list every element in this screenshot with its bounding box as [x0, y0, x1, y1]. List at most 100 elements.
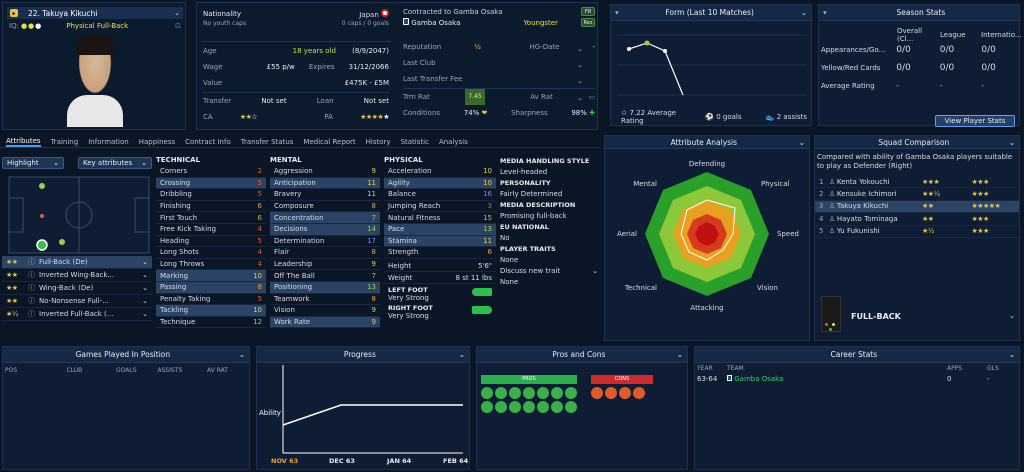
attribute-row[interactable]: Positioning 13 [270, 281, 380, 294]
long-shot-icon[interactable] [591, 387, 603, 399]
free-kick-icon[interactable] [633, 387, 645, 399]
role-row[interactable]: ★★ ⓘ Inverted Wing-Back... ⌄ [2, 269, 152, 282]
attribute-row[interactable]: Aggression 9 [270, 166, 380, 178]
attribute-row[interactable]: Penalty Taking 5 [156, 294, 266, 306]
squad-player-name[interactable]: Yu Fukunishi [836, 227, 880, 236]
progress-chevron-icon[interactable]: ⌄ [458, 350, 465, 359]
attribute-row[interactable]: Determination 17 [270, 236, 380, 248]
club-value[interactable]: Gamba Osaka [403, 18, 460, 27]
attribute-row[interactable]: Crossing 5 [156, 177, 266, 190]
info-icon[interactable]: ⓘ [28, 284, 35, 292]
attribute-row[interactable]: Long Throws 4 [156, 259, 266, 271]
attribute-row[interactable]: Technique 12 [156, 317, 266, 329]
role-row[interactable]: ★½ ⓘ Inverted Full-Back (... ⌄ [2, 308, 152, 321]
star-icon[interactable] [619, 387, 631, 399]
tab-training[interactable]: Training [50, 137, 79, 146]
proscons-chevron-icon[interactable]: ⌄ [676, 350, 683, 359]
fr-badge[interactable]: FR [581, 7, 595, 16]
form-chevron-icon[interactable]: ⌄ [800, 8, 807, 17]
discuss-trait-dropdown[interactable]: Discuss new trait ⌄ [500, 267, 598, 275]
games-chevron-icon[interactable]: ⌄ [238, 350, 245, 359]
info-icon[interactable]: ⓘ [28, 297, 35, 305]
squad-player-name[interactable]: Hayato Tominaga [836, 214, 898, 223]
role-row[interactable]: ★★ ⓘ Wing-Back (De) ⌄ [2, 282, 152, 295]
attribute-row[interactable]: Marking 10 [156, 270, 266, 282]
attribute-row[interactable]: Concentration 7 [270, 212, 380, 224]
key-attributes-dropdown[interactable]: Key attributes ⌄ [78, 157, 152, 169]
player-menu-icon[interactable]: ▸ [10, 9, 18, 17]
attribute-row[interactable]: Stamina 11 [384, 235, 496, 248]
tab-transfer-status[interactable]: Transfer Status [240, 137, 294, 146]
tab-medical-report[interactable]: Medical Report [303, 137, 356, 146]
attribute-row[interactable]: Anticipation 11 [270, 177, 380, 190]
squad-row[interactable]: 3 ♙ Takuya Kikuchi ★★ ★★★★★ [815, 200, 1019, 214]
run-icon[interactable] [565, 387, 577, 399]
attribute-row[interactable]: Acceleration 10 [384, 166, 496, 178]
stamina-icon[interactable] [495, 401, 507, 413]
attribute-row[interactable]: Passing 8 [156, 281, 266, 294]
attribute-row[interactable]: Strength 6 [384, 247, 496, 259]
attribute-row[interactable]: Teamwork 8 [270, 294, 380, 306]
jump-icon[interactable] [537, 401, 549, 413]
career-chevron-icon[interactable]: ⌄ [1008, 350, 1015, 359]
right-chevrons[interactable]: ⌄ ⌄ ⌄ ⌄ [577, 45, 583, 102]
squad-row[interactable]: 4 ♙ Hayato Tominaga ★★ ★★★ [815, 213, 1019, 226]
attribute-row[interactable]: Tackling 10 [156, 305, 266, 317]
career-row[interactable]: 63-64 Gamba Osaka 0 - [697, 375, 1017, 383]
player-name-bar[interactable]: ▸ 22. Takuya Kikuchi ⌄ [7, 7, 183, 19]
info-icon[interactable]: ⓘ [28, 271, 35, 279]
info-icon[interactable]: ⓘ [28, 310, 35, 318]
brain-icon[interactable] [565, 401, 577, 413]
attribute-row[interactable]: Composure 8 [270, 201, 380, 213]
squad-player-name[interactable]: Kenta Yokouchi [836, 177, 890, 186]
attribute-row[interactable]: Flair 8 [270, 247, 380, 259]
tackle-icon[interactable] [537, 387, 549, 399]
res-badge[interactable]: Res [581, 18, 595, 27]
shield-icon[interactable] [481, 387, 493, 399]
squad-position-chevron-icon[interactable]: ⌄ [1009, 312, 1015, 320]
header-icon[interactable] [523, 401, 535, 413]
squad-player-name[interactable]: Kensuke Ichimori [836, 190, 897, 199]
tab-statistic[interactable]: Statistic [400, 137, 429, 146]
attribute-row[interactable]: Off The Ball 7 [270, 270, 380, 282]
squad-player-name[interactable]: Takuya Kikuchi [836, 202, 889, 211]
attribute-row[interactable]: Free Kick Taking 4 [156, 224, 266, 236]
attribute-row[interactable]: Bravery 11 [270, 189, 380, 201]
attribute-row[interactable]: First Touch 6 [156, 212, 266, 224]
career-team[interactable]: Gamba Osaka [727, 375, 947, 383]
speed-icon[interactable] [509, 401, 521, 413]
attribute-row[interactable]: Pace 13 [384, 223, 496, 236]
pitch-diagram[interactable] [8, 176, 150, 254]
shirt-icon[interactable]: ⊡ [175, 22, 181, 30]
boot-icon[interactable] [495, 387, 507, 399]
attribute-row[interactable]: Corners 2 [156, 166, 266, 178]
strength-icon[interactable] [481, 401, 493, 413]
tab-attributes[interactable]: Attributes [6, 136, 41, 147]
season-menu-icon[interactable]: ▾ [823, 8, 827, 17]
corner-icon[interactable] [605, 387, 617, 399]
tab-contract-info[interactable]: Contract Info [185, 137, 231, 146]
attribute-row[interactable]: Jumping Reach 3 [384, 201, 496, 213]
attribute-row[interactable]: Decisions 14 [270, 223, 380, 236]
view-player-stats-button[interactable]: View Player Stats [935, 115, 1015, 127]
nationality-value[interactable]: Japan [359, 9, 389, 19]
squad-row[interactable]: 1 ♙ Kenta Yokouchi ★★★ ★★★ [815, 176, 1019, 189]
attribute-row[interactable]: Work Rate 9 [270, 316, 380, 329]
attribute-row[interactable]: Vision 9 [270, 305, 380, 317]
attribute-row[interactable]: Leadership 9 [270, 259, 380, 271]
pass-icon[interactable] [523, 387, 535, 399]
tab-analysis[interactable]: Analysis [438, 137, 468, 146]
form-menu-icon[interactable]: ▾ [615, 8, 619, 17]
squad-row[interactable]: 2 ♙ Kensuke Ichimori ★★½ ★★★ [815, 188, 1019, 201]
arrow-up-icon[interactable] [509, 387, 521, 399]
squad-row[interactable]: 5 ♙ Yu Fukunishi ★½ ★★★ [815, 226, 1019, 238]
attribute-row[interactable]: Heading 5 [156, 236, 266, 248]
lab-icon[interactable] [551, 401, 563, 413]
attribute-row[interactable]: Dribbling 5 [156, 189, 266, 201]
attribute-row[interactable]: Long Shots 4 [156, 247, 266, 259]
role-row[interactable]: ★★ ⓘ No-Nonsense Full-... ⌄ [2, 295, 152, 308]
tab-happiness[interactable]: Happiness [138, 137, 176, 146]
tab-information[interactable]: Information [88, 137, 129, 146]
role-row[interactable]: ★★ ⓘ Full-Back (De) ⌄ [2, 256, 152, 269]
attribute-row[interactable]: Finishing 6 [156, 201, 266, 213]
